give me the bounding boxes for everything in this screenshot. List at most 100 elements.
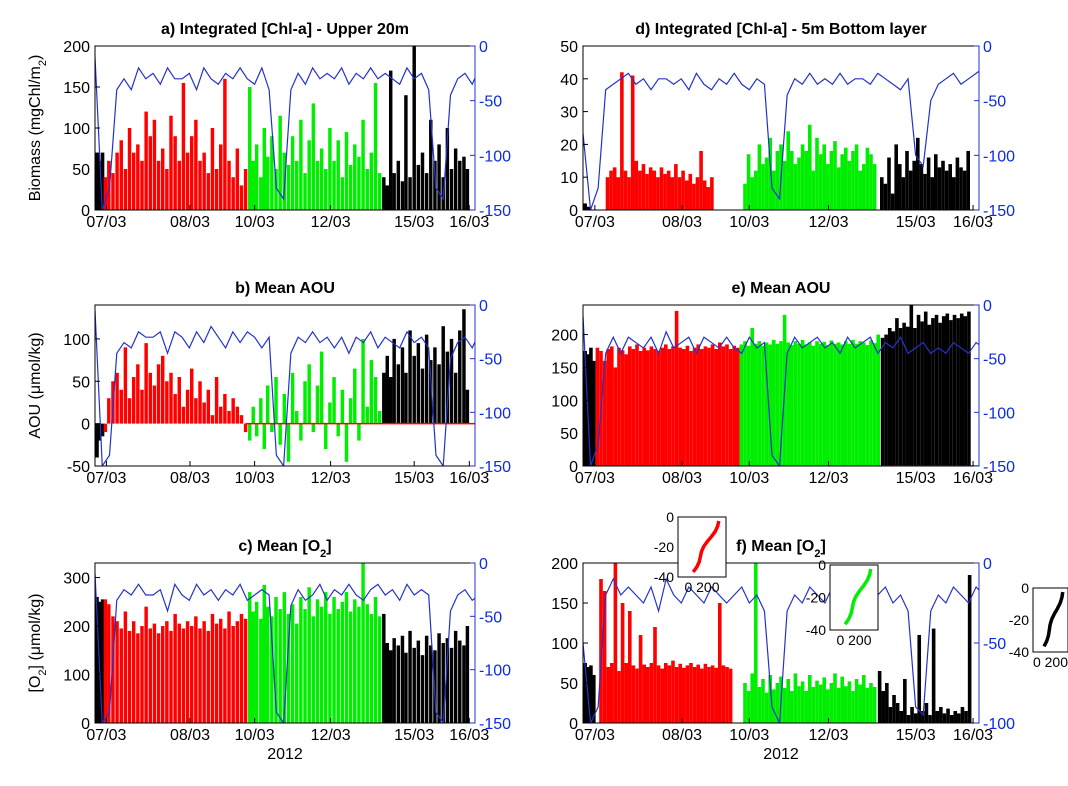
y2-tick-label: -150 (479, 716, 511, 733)
plot-area-e (583, 305, 979, 466)
bar-red (119, 389, 123, 424)
bar-red (127, 398, 132, 424)
bar-green (248, 87, 252, 210)
y-axis-label: AOU (μmol/kg) (27, 332, 44, 438)
bar-red (609, 170, 613, 210)
bar-green (746, 345, 751, 466)
bar-red (649, 346, 654, 466)
bar-black (909, 305, 914, 466)
bar-green (266, 606, 270, 723)
bar-red (152, 385, 157, 424)
bar-red (140, 626, 144, 723)
bar-green (768, 675, 772, 723)
bar-green (328, 613, 332, 723)
bar-black (903, 679, 907, 723)
bar-red (140, 160, 144, 210)
bar-green (865, 345, 870, 466)
bar-green (869, 340, 873, 466)
bar-green (793, 673, 798, 723)
bar-green (793, 341, 798, 466)
bar-black (462, 309, 466, 424)
bar-red (223, 628, 227, 723)
inset-y-tick: 0 (1021, 580, 1029, 596)
inset-y-tick: -40 (1009, 644, 1029, 660)
bar-red (692, 667, 697, 723)
bar-red (628, 346, 632, 466)
bar-black (939, 707, 943, 723)
bar-black (95, 152, 99, 210)
bar-green (844, 341, 848, 466)
bar-green (844, 686, 848, 723)
bar-red (689, 351, 693, 466)
bar-green (811, 687, 816, 723)
y-tick-label: 300 (63, 571, 90, 588)
bar-black (921, 711, 925, 723)
y-tick-label: 100 (63, 121, 90, 138)
bar-green (357, 156, 361, 210)
bar-black (462, 645, 466, 723)
bar-black (905, 150, 909, 210)
x-axis-label: 2012 (763, 746, 799, 763)
bar-red (674, 310, 679, 466)
bar-red (710, 665, 715, 723)
depth-line (583, 315, 979, 466)
bar-red (623, 170, 628, 210)
bar-red (219, 406, 223, 424)
bar-black (416, 164, 421, 210)
y-tick-label: 50 (560, 39, 578, 56)
bar-green (836, 342, 841, 466)
bar-green (373, 596, 378, 723)
bar-red (156, 160, 161, 210)
bar-black (396, 160, 401, 210)
bar-black (408, 630, 412, 723)
bar-green (324, 592, 328, 723)
bar-red (243, 423, 248, 433)
bar-green (833, 141, 837, 210)
bar-red (231, 398, 235, 424)
y2-tick-label: 0 (479, 298, 488, 315)
bar-green (324, 423, 328, 450)
bar-red (227, 160, 231, 210)
bar-red (728, 668, 733, 723)
bar-green (307, 364, 311, 424)
panel-title: e) Mean AOU (732, 280, 831, 297)
bar-green (274, 596, 278, 723)
bar-green (818, 343, 823, 466)
x-tick-label: 15/03 (394, 470, 434, 487)
y-tick-label: 150 (551, 360, 578, 377)
bar-green (369, 152, 374, 210)
bar-red (638, 170, 642, 210)
bar-red (173, 393, 177, 424)
bar-red (610, 346, 614, 466)
bar-black (916, 137, 920, 210)
inset-y-tick: -20 (654, 539, 674, 555)
bar-black (589, 347, 593, 466)
bar-green (319, 606, 324, 723)
bar-green (811, 170, 816, 210)
bar-red (642, 664, 646, 723)
bar-green (373, 377, 378, 424)
bar-red (728, 349, 733, 466)
bar-black (960, 707, 965, 723)
bar-black (95, 596, 99, 723)
bar-green (754, 343, 758, 466)
bar-black (912, 160, 916, 210)
bar-green (311, 616, 316, 723)
inset-x-tick: 0 200 (836, 632, 871, 648)
bar-green (353, 599, 357, 723)
panel-title: c) Mean [O2] (238, 538, 331, 560)
bar-green (808, 675, 812, 723)
y-tick-label: -50 (67, 459, 90, 476)
bar-black (910, 707, 914, 723)
bar-red (169, 115, 173, 210)
bar-green (274, 377, 278, 424)
plot-area-c (95, 563, 475, 723)
y2-tick-label: -100 (479, 663, 511, 680)
bar-black (927, 324, 932, 466)
y2-tick-label: -150 (983, 459, 1015, 476)
bar-green (259, 618, 263, 723)
bar-green (311, 103, 316, 210)
bar-red (198, 381, 202, 424)
y-tick-label: 30 (560, 105, 578, 122)
x-tick-label: 16/03 (953, 214, 993, 231)
